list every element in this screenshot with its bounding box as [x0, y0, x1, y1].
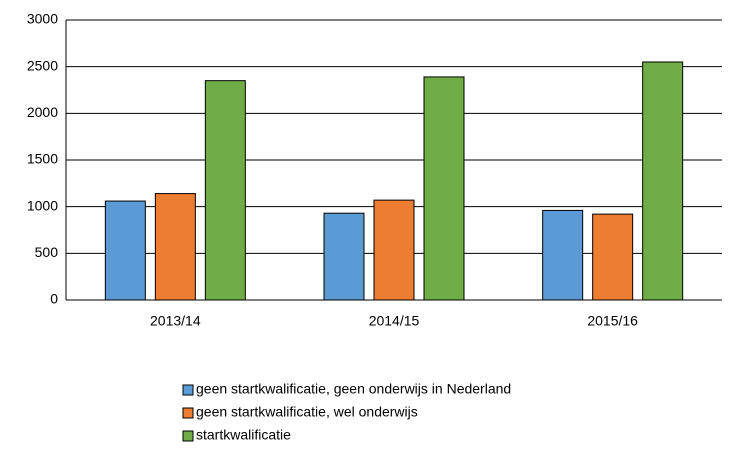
bar [104, 200, 146, 301]
bar [642, 61, 684, 301]
x-tick-label: 2013/14 [150, 313, 201, 329]
legend-label: geen startkwalificatie, wel onderwijs [196, 404, 418, 420]
y-tick-label: 2000 [27, 104, 58, 120]
bar [323, 212, 365, 301]
y-tick-label: 3000 [27, 11, 58, 27]
bar [373, 199, 415, 301]
legend-label: startkwalificatie [196, 427, 291, 443]
bar [154, 193, 196, 301]
x-tick-label: 2014/15 [369, 313, 420, 329]
legend-swatch [182, 430, 194, 442]
bar [542, 209, 584, 301]
y-tick-label: 1000 [27, 197, 58, 213]
bar [423, 76, 465, 301]
y-tick-label: 1500 [27, 151, 58, 167]
bar [204, 80, 246, 301]
y-tick-label: 500 [35, 244, 59, 260]
y-tick-label: 2500 [27, 57, 58, 73]
legend-label: geen startkwalificatie, geen onderwijs i… [196, 381, 511, 397]
y-tick-label: 0 [50, 291, 58, 307]
legend-swatch [182, 384, 194, 396]
legend-swatch [182, 407, 194, 419]
bar [592, 213, 634, 301]
x-tick-label: 2015/16 [587, 313, 638, 329]
